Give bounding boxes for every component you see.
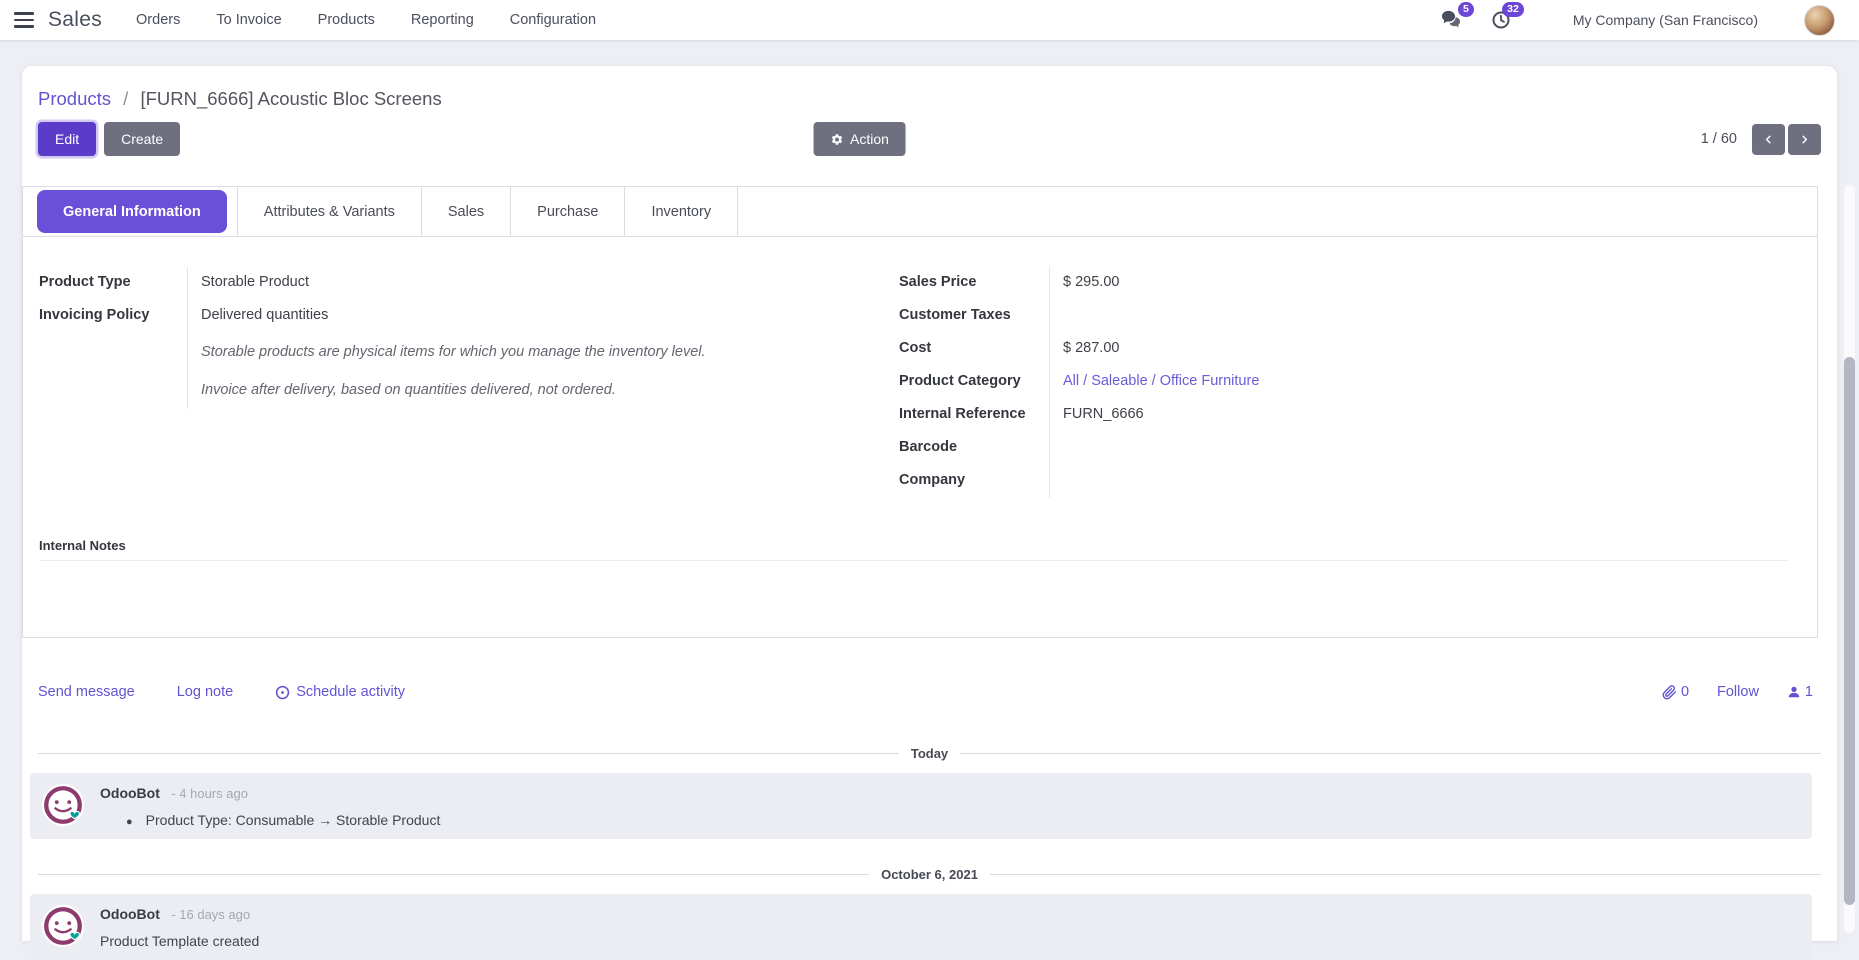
field-label-product-category: Product Category: [899, 373, 1021, 389]
follow-button[interactable]: Follow: [1717, 684, 1759, 700]
field-label-invoicing-policy: Invoicing Policy: [39, 307, 150, 323]
field-value-company: [1049, 465, 1519, 498]
message-body: Product Template created: [100, 933, 260, 949]
field-value-cost: $ 287.00: [1049, 333, 1519, 366]
field-label-customer-taxes: Customer Taxes: [899, 307, 1011, 323]
schedule-activity-label: Schedule activity: [296, 684, 405, 700]
help-note-storable: Storable products are physical items for…: [187, 333, 863, 371]
send-message-button[interactable]: Send message: [38, 684, 135, 700]
field-value-product-category-link[interactable]: All / Saleable / Office Furniture: [1063, 373, 1260, 389]
clock-small-icon: [275, 685, 290, 700]
chevron-right-icon: [1799, 133, 1810, 146]
attachments-count: 0: [1680, 684, 1690, 700]
divider-label: Today: [910, 746, 949, 761]
action-button[interactable]: Action: [813, 121, 906, 157]
gear-icon: [830, 133, 843, 146]
field-label-barcode: Barcode: [899, 439, 958, 455]
messages-badge: 5: [1457, 2, 1474, 17]
field-label-company: Company: [899, 472, 966, 488]
field-label-cost: Cost: [899, 340, 932, 356]
scrollbar-track[interactable]: [1844, 185, 1855, 933]
message-timestamp: - 4 hours ago: [171, 786, 248, 801]
person-icon: [1787, 685, 1801, 699]
message-author[interactable]: OdooBot: [100, 906, 160, 922]
divider-label: October 6, 2021: [881, 867, 978, 882]
nav-item-reporting[interactable]: Reporting: [410, 12, 474, 28]
activities-menu[interactable]: 32: [1491, 2, 1524, 30]
message-body: Product Type: Consumable → Storable Prod…: [145, 812, 441, 828]
schedule-activity-button[interactable]: Schedule activity: [275, 684, 405, 700]
followers-button[interactable]: 1: [1787, 684, 1813, 700]
help-note-invoicing: Invoice after delivery, based on quantit…: [187, 371, 863, 409]
chatter-toolbar: Send message Log note Schedule activity …: [38, 684, 1821, 700]
chat-bubble-icon: [1441, 10, 1461, 33]
breadcrumb-products-link[interactable]: Products: [38, 88, 112, 109]
tab-sales[interactable]: Sales: [420, 187, 510, 236]
control-panel-buttons: Edit Create Action 1 / 60: [38, 120, 1821, 158]
form-sheet: General Information Attributes & Variant…: [22, 186, 1818, 638]
breadcrumb: Products / [FURN_6666] Acoustic Bloc Scr…: [38, 66, 1821, 110]
nav-item-products[interactable]: Products: [317, 12, 375, 28]
apps-menu-icon[interactable]: [14, 12, 34, 28]
field-value-internal-reference: FURN_6666: [1049, 399, 1519, 432]
field-label-sales-price: Sales Price: [899, 274, 977, 290]
pager-count: 1 / 60: [1700, 131, 1737, 147]
nav-item-orders[interactable]: Orders: [136, 12, 181, 28]
nav-item-to-invoice[interactable]: To Invoice: [216, 12, 282, 28]
field-value-sales-price: $ 295.00: [1049, 267, 1519, 300]
message-author[interactable]: OdooBot: [100, 785, 160, 801]
tab-general-information[interactable]: General Information: [37, 190, 227, 233]
field-value-invoicing-policy: Delivered quantities: [187, 300, 863, 333]
field-value-product-type: Storable Product: [187, 267, 863, 300]
scrollbar-thumb[interactable]: [1844, 357, 1855, 905]
clock-icon: [1491, 11, 1511, 34]
field-value-customer-taxes: [1049, 300, 1519, 333]
page-background: Products / [FURN_6666] Acoustic Bloc Scr…: [0, 40, 1859, 960]
activities-badge: 32: [1502, 2, 1524, 17]
tab-purchase[interactable]: Purchase: [510, 187, 624, 236]
chevron-left-icon: [1763, 133, 1774, 146]
edit-button[interactable]: Edit: [38, 121, 97, 157]
create-button[interactable]: Create: [104, 121, 181, 157]
field-label-internal-reference: Internal Reference: [899, 406, 1026, 422]
app-name[interactable]: Sales: [48, 8, 103, 31]
action-button-label: Action: [850, 130, 889, 147]
date-divider-today: Today: [38, 746, 1822, 761]
main-panel: Products / [FURN_6666] Acoustic Bloc Scr…: [22, 66, 1837, 960]
field-value-barcode: [1049, 432, 1519, 465]
date-divider-october: October 6, 2021: [38, 867, 1822, 882]
odoobot-avatar: [40, 903, 86, 949]
attachments-button[interactable]: 0: [1662, 684, 1689, 700]
chatter-message: OdooBot - 4 hours ago ● Product Type: Co…: [30, 773, 1812, 839]
user-avatar[interactable]: [1804, 4, 1835, 36]
odoobot-avatar: [40, 782, 86, 828]
breadcrumb-separator: /: [123, 88, 129, 109]
form-columns: Product Type Storable Product Invoicing …: [23, 237, 1817, 498]
page-title: [FURN_6666] Acoustic Bloc Screens: [140, 88, 442, 109]
pager-previous-button[interactable]: [1752, 123, 1785, 155]
nav-item-configuration[interactable]: Configuration: [509, 12, 597, 28]
tab-attributes-variants[interactable]: Attributes & Variants: [236, 187, 421, 236]
company-switcher[interactable]: My Company (San Francisco): [1572, 12, 1758, 28]
chatter-message: OdooBot - 16 days ago Product Template c…: [30, 894, 1812, 960]
paperclip-icon: [1662, 684, 1677, 700]
notebook-tabs: General Information Attributes & Variant…: [23, 187, 1817, 237]
log-note-button[interactable]: Log note: [176, 684, 234, 700]
top-navbar: Sales Orders To Invoice Products Reporti…: [0, 0, 1859, 40]
internal-notes-heading: Internal Notes: [39, 538, 1789, 561]
tab-inventory[interactable]: Inventory: [624, 187, 739, 236]
message-timestamp: - 16 days ago: [171, 907, 251, 922]
field-label-product-type: Product Type: [39, 274, 131, 290]
pager: 1 / 60: [1700, 123, 1821, 155]
messages-menu[interactable]: 5: [1441, 2, 1474, 33]
bullet-icon: ●: [126, 816, 133, 828]
followers-count: 1: [1804, 684, 1813, 700]
pager-next-button[interactable]: [1788, 123, 1821, 155]
